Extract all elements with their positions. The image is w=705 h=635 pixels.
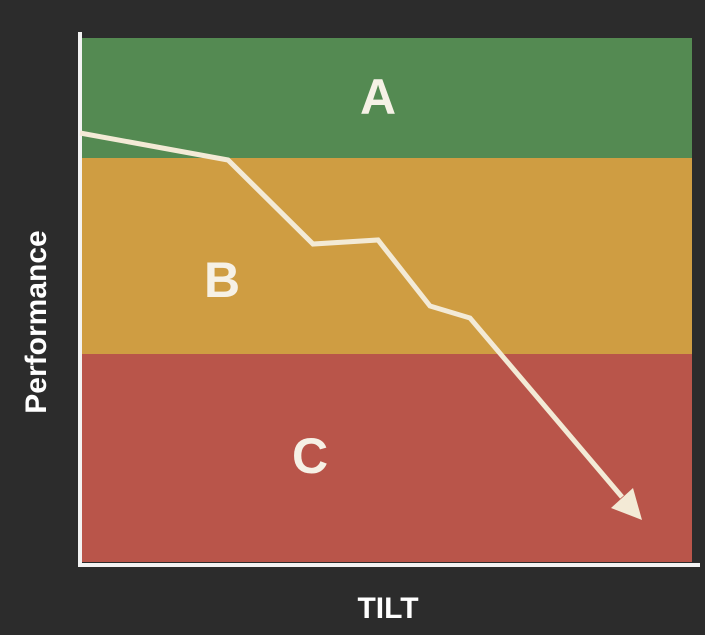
y-axis-label: Performance [20, 230, 53, 413]
zone-label: A [360, 69, 396, 125]
zone-label: C [292, 428, 328, 484]
zone-a [82, 38, 692, 159]
zone-b [82, 158, 692, 355]
zone-c [82, 354, 692, 562]
x-axis-label: TILT [357, 592, 418, 625]
trend-line [79, 130, 624, 499]
arrow-head [611, 488, 642, 520]
zone-label: B [204, 252, 240, 308]
